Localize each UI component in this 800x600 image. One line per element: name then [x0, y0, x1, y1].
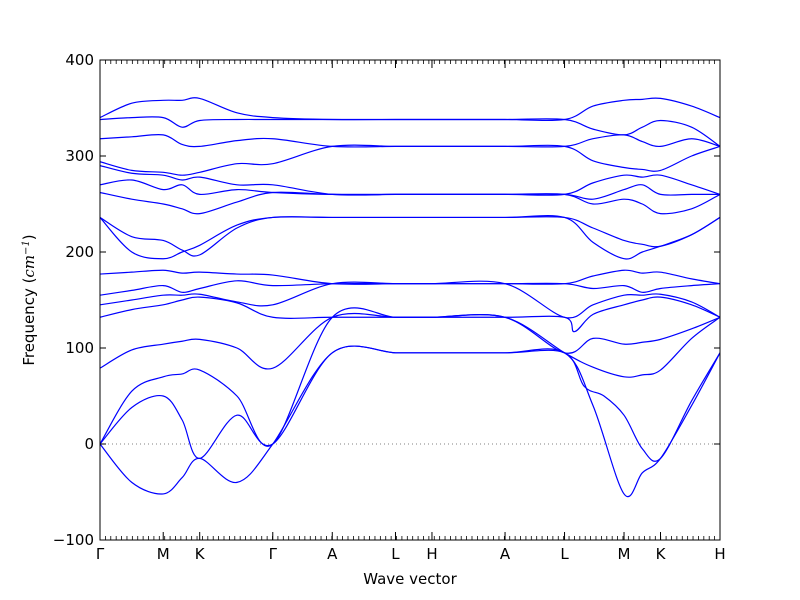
- tick-layer: −100 0 100 200 300 400 Γ M K Γ A L H A L M K H: [53, 51, 726, 563]
- x-tick-label-K: K: [195, 545, 206, 563]
- x-tick-label-H: H: [426, 545, 437, 563]
- band-line-5: [100, 296, 720, 333]
- x-tick-label-L: L: [391, 545, 400, 563]
- band-line-17: [100, 97, 720, 122]
- band-line-4: [100, 312, 720, 370]
- band-line-10: [100, 216, 720, 260]
- band-line-14: [100, 144, 720, 176]
- x-tick-label-M: M: [157, 545, 170, 563]
- x-tick-label-K: K: [656, 545, 667, 563]
- band-line-8: [100, 269, 720, 285]
- y-tick-label: 100: [65, 339, 94, 357]
- band-line-9: [100, 215, 720, 260]
- band-line-15: [100, 133, 720, 148]
- band-line-11: [100, 191, 720, 215]
- x-tick-label-A: A: [500, 545, 511, 563]
- y-tick-label: 0: [84, 435, 94, 453]
- y-axis-title: Frequency (cm−1): [20, 234, 38, 365]
- band-line-2: [100, 345, 720, 462]
- x-tick-label-A: A: [327, 545, 338, 563]
- band-line-7: [100, 280, 720, 296]
- plot-area: [100, 97, 720, 498]
- y-tick-label: 400: [65, 51, 94, 69]
- x-tick-label-Γ: Γ: [96, 545, 105, 563]
- band-line-12: [100, 179, 720, 200]
- band-line-3: [100, 307, 720, 447]
- y-tick-label: 200: [65, 243, 94, 261]
- x-tick-label-L: L: [560, 545, 569, 563]
- band-line-16: [100, 116, 720, 147]
- y-tick-label: 300: [65, 147, 94, 165]
- x-tick-label-Γ: Γ: [269, 545, 278, 563]
- axes-frame: [99, 59, 721, 541]
- x-tick-label-M: M: [618, 545, 631, 563]
- y-tick-label: −100: [53, 531, 94, 549]
- band-line-13: [100, 165, 720, 196]
- x-axis-title: Wave vector: [363, 570, 457, 588]
- x-tick-label-H: H: [714, 545, 725, 563]
